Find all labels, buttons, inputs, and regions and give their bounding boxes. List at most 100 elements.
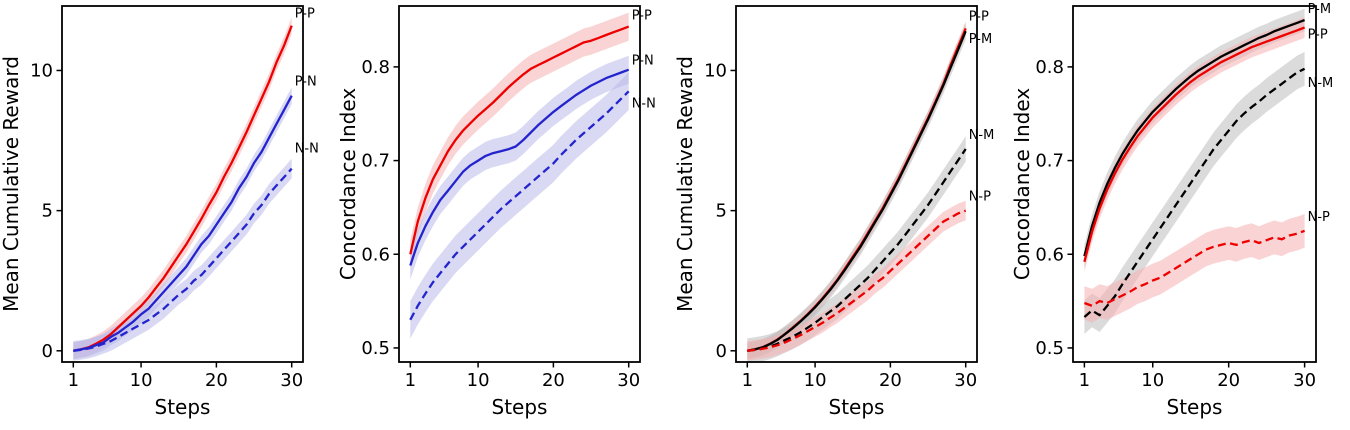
y-axis-label: Concordance Index: [337, 88, 360, 280]
y-axis: 0 5 10: [30, 60, 62, 362]
line-N-P: [1084, 229, 1306, 307]
y-tick-label: 0.6: [1035, 244, 1064, 265]
x-axis-label: Steps: [829, 395, 885, 419]
confidence-bands: [410, 12, 629, 339]
y-tick-label: 0.6: [361, 244, 390, 265]
y-tick-label: 0: [42, 341, 53, 362]
y-tick-label: 10: [30, 60, 53, 81]
series-label-N-P: N-P: [1308, 210, 1330, 225]
band-N-P: [1084, 214, 1305, 323]
series-label-P-P: P-P: [295, 7, 315, 22]
band-N-N: [410, 72, 629, 339]
series-lines: [1083, 19, 1306, 318]
line-P-P: [73, 25, 293, 352]
x-tick-label: 30: [280, 370, 303, 391]
x-tick-label: 10: [130, 370, 153, 391]
y-tick-label: 5: [716, 201, 727, 222]
series-lines: [747, 27, 967, 352]
line-P-M: [1083, 19, 1305, 257]
x-axis-label: Steps: [1167, 395, 1223, 419]
series-end-labels: P-P P-N N-N: [295, 7, 319, 157]
x-axis: 1 10 20 30: [742, 362, 977, 391]
x-tick-label: 20: [879, 370, 902, 391]
confidence-bands: [73, 17, 292, 361]
x-axis: 1 10 20 30: [405, 362, 640, 391]
x-tick-label: 20: [1217, 370, 1240, 391]
line-P-P: [409, 25, 630, 255]
chart-canvas: 1 10 20 30 0.5 0.6 0.7 0.8 Steps Concordance Inde…: [1010, 2, 1334, 419]
series-lines: [409, 25, 630, 321]
x-axis-label: Steps: [155, 395, 211, 419]
y-tick-label: 10: [704, 60, 727, 81]
panel-concordance-index-right: 1 10 20 30 0.5 0.6 0.7 0.8 Steps Concordance Inde…: [1010, 0, 1350, 426]
line-P-N: [73, 95, 293, 352]
series-label-P-P: P-P: [632, 9, 652, 24]
panel-mean-cumulative-reward-right: 1 10 20 30 0 5 10 Steps Mean Cumulative Reward P-…: [673, 0, 1011, 426]
line-P-P: [1083, 26, 1306, 263]
line-N-P: [747, 209, 967, 352]
y-tick-label: 0.7: [361, 151, 390, 172]
series-label-P-N: P-N: [632, 54, 654, 69]
y-tick-label: 0.8: [1035, 57, 1064, 78]
x-tick-label: 1: [405, 370, 416, 391]
axes-spines: [398, 5, 641, 363]
axes-spines: [735, 5, 978, 363]
x-tick-label: 20: [205, 370, 228, 391]
x-axis: 1 10 20 30: [1079, 362, 1316, 391]
series-label-N-M: N-M: [1308, 76, 1334, 91]
y-tick-label: 0.7: [1035, 151, 1064, 172]
y-axis-label: Mean Cumulative Reward: [0, 56, 23, 312]
x-tick-label: 20: [542, 370, 565, 391]
axes-spines: [61, 5, 304, 363]
series-label-P-N: P-N: [295, 75, 317, 90]
panel-concordance-index-left: 1 10 20 30 0.5 0.6 0.7 0.8 Steps Concordance Inde…: [336, 0, 674, 426]
series-label-P-M: P-M: [1308, 2, 1331, 17]
line-P-N: [409, 68, 630, 266]
band-P-N: [73, 87, 292, 360]
series-label-N-P: N-P: [969, 190, 991, 205]
series-end-labels: P-M P-P N-M N-P: [1308, 2, 1334, 225]
confidence-bands: [1084, 8, 1305, 334]
x-tick-label: 10: [804, 370, 827, 391]
y-axis: 0 5 10: [704, 60, 736, 362]
line-P-M: [747, 30, 967, 352]
series-end-labels: P-P P-M N-M N-P: [969, 9, 995, 204]
x-tick-label: 1: [68, 370, 79, 391]
x-tick-label: 1: [1079, 370, 1090, 391]
x-tick-label: 10: [467, 370, 490, 391]
series-label-N-M: N-M: [969, 128, 995, 143]
line-N-N: [409, 90, 630, 321]
panel-mean-cumulative-reward-left: 1 10 20 30 0 5 10 Steps Mean Cumulative Reward P-…: [0, 0, 337, 426]
y-tick-label: 0.8: [361, 57, 390, 78]
line-N-M: [1083, 67, 1306, 318]
y-axis: 0.5 0.6 0.7 0.8: [1035, 57, 1073, 359]
x-tick-label: 30: [954, 370, 977, 391]
y-tick-label: 5: [42, 201, 53, 222]
x-tick-label: 30: [1293, 370, 1316, 391]
band-N-M: [1084, 51, 1305, 334]
x-axis: 1 10 20 30: [68, 362, 303, 391]
axes-spines: [1072, 5, 1317, 363]
line-N-M: [747, 148, 967, 352]
x-tick-label: 30: [617, 370, 640, 391]
series-label-N-N: N-N: [632, 96, 656, 111]
line-N-N: [73, 167, 293, 352]
series-label-P-P: P-P: [1308, 28, 1328, 43]
y-tick-label: 0: [716, 341, 727, 362]
y-axis-label: Concordance Index: [1011, 88, 1034, 280]
series-label-P-P: P-P: [969, 9, 989, 24]
band-P-P: [73, 17, 292, 360]
y-axis: 0.5 0.6 0.7 0.8: [361, 57, 399, 359]
y-axis-label: Mean Cumulative Reward: [674, 56, 697, 312]
series-lines: [73, 25, 293, 352]
band-N-N: [73, 158, 292, 361]
y-tick-label: 0.5: [361, 338, 390, 359]
x-tick-label: 10: [1141, 370, 1164, 391]
confidence-bands: [747, 21, 966, 362]
y-tick-label: 0.5: [1035, 338, 1064, 359]
x-tick-label: 1: [742, 370, 753, 391]
series-label-N-N: N-N: [295, 142, 319, 157]
